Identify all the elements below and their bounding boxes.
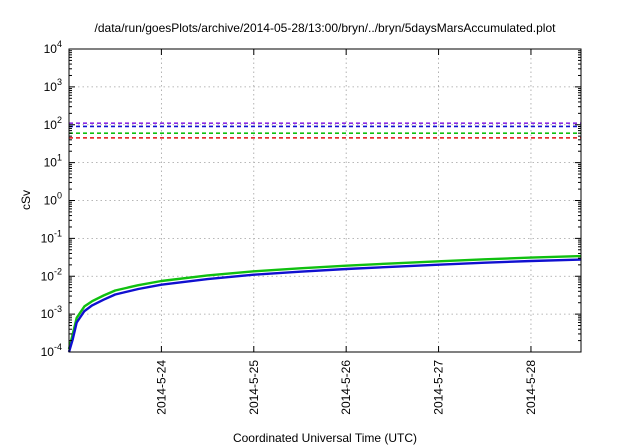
y-tick-label: 10-2 bbox=[41, 266, 62, 283]
y-tick-label: 102 bbox=[44, 115, 62, 132]
x-tick-label: 2014-5-24 bbox=[154, 360, 168, 415]
x-tick-label: 2014-5-25 bbox=[247, 360, 261, 415]
y-tick-label: 10-1 bbox=[41, 228, 62, 245]
x-tick-label: 2014-5-28 bbox=[524, 360, 538, 415]
series-line bbox=[67, 258, 582, 353]
x-tick-label: 2014-5-26 bbox=[339, 360, 353, 415]
y-tick-label: 103 bbox=[44, 77, 62, 94]
y-tick-label: 10-3 bbox=[41, 304, 62, 321]
y-tick-label: 10-4 bbox=[41, 342, 62, 359]
y-tick-label: 104 bbox=[44, 39, 62, 56]
series-layer bbox=[67, 254, 582, 353]
y-axis: 10-4 10-3 10-2 10-1 100 101 102 103 104 bbox=[41, 39, 581, 359]
series-line bbox=[67, 254, 582, 350]
x-axis-label: Coordinated Universal Time (UTC) bbox=[233, 431, 417, 445]
y-axis-label: cSv bbox=[19, 190, 33, 210]
chart-title: /data/run/goesPlots/archive/2014-05-28/1… bbox=[95, 21, 557, 35]
y-tick-label: 101 bbox=[44, 153, 62, 170]
y-tick-label: 100 bbox=[44, 191, 62, 208]
grid-layer bbox=[69, 49, 581, 352]
x-axis: 2014-5-24 2014-5-25 2014-5-26 2014-5-27 2014… bbox=[154, 49, 538, 415]
x-tick-label: 2014-5-27 bbox=[432, 360, 446, 415]
reference-lines bbox=[69, 122, 581, 139]
